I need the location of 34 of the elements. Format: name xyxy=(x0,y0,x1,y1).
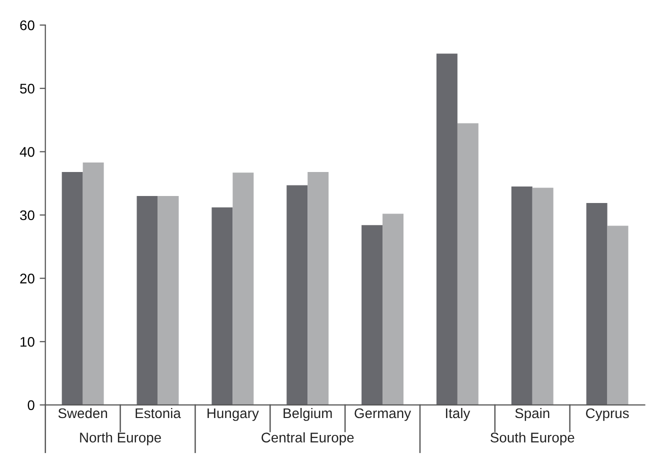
x-tick-label: Cyprus xyxy=(586,408,629,421)
text: North Europe xyxy=(80,432,161,446)
y-tick-label: 0 xyxy=(28,400,34,410)
x-tick-label: Hungary xyxy=(208,408,259,421)
y-tick-label: 60 xyxy=(20,20,34,30)
y-tick-label: 30 xyxy=(20,210,34,220)
bar xyxy=(158,196,179,405)
bar xyxy=(82,162,104,405)
y-tick-label: 40 xyxy=(20,147,34,157)
bar xyxy=(232,172,254,405)
bar xyxy=(308,172,329,405)
bar xyxy=(607,226,628,405)
bar xyxy=(62,172,83,405)
x-tick-label: Sweden xyxy=(58,408,108,418)
bar xyxy=(382,214,404,405)
y-tick-label: 50 xyxy=(20,84,34,94)
x-tick-label: Italy xyxy=(446,408,470,421)
bar xyxy=(586,202,608,405)
text: Central Europe xyxy=(262,432,354,446)
y-tick-label: 20 xyxy=(20,274,34,284)
text: South Europe xyxy=(490,432,574,446)
bar xyxy=(362,225,383,405)
x-tick-label: Germany xyxy=(354,408,412,421)
x-tick-label: Estonia xyxy=(136,408,181,418)
bar xyxy=(436,54,458,405)
bar xyxy=(511,186,532,405)
bar xyxy=(286,185,308,405)
y-tick-label: 10 xyxy=(20,336,34,347)
bar xyxy=(212,207,233,405)
bar xyxy=(532,188,554,405)
x-tick-label: Belgium xyxy=(284,408,332,421)
bar xyxy=(457,123,478,405)
bar xyxy=(136,196,158,405)
x-tick-label: Spain xyxy=(515,408,550,421)
